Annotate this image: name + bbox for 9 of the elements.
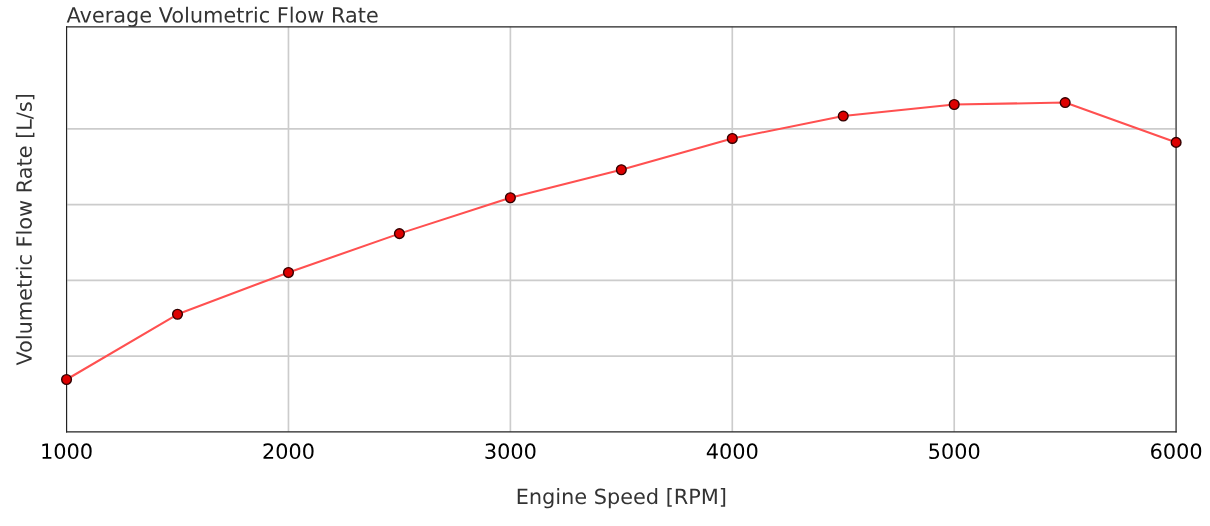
x-tick-label: 2000	[263, 443, 314, 460]
chart-title: Average Volumetric Flow Rate	[66, 6, 378, 27]
x-tick-label: 1000	[42, 443, 92, 460]
x-axis-title: Engine Speed [RPM]	[517, 488, 726, 509]
x-tick-label: 6000	[1151, 443, 1202, 460]
x-tick-label: 4000	[706, 443, 758, 460]
x-tick-label: 5000	[929, 443, 980, 460]
y-axis-title: Volumetric Flow Rate [L/s]	[15, 94, 35, 366]
x-tick-label: 3000	[485, 443, 536, 460]
